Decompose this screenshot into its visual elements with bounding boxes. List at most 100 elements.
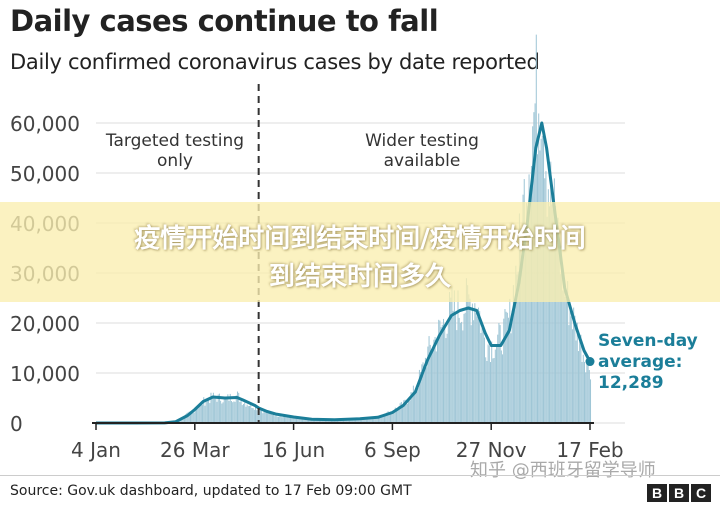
daily-cases-bar (181, 418, 183, 423)
daily-cases-bar (573, 307, 575, 423)
y-tick-label: 10,000 (10, 362, 80, 386)
daily-cases-bar (362, 418, 364, 423)
daily-cases-bar (380, 416, 382, 423)
daily-cases-bar (346, 419, 348, 423)
daily-cases-bar (491, 341, 493, 423)
daily-cases-bar (561, 245, 563, 423)
daily-cases-bar (420, 372, 422, 423)
daily-cases-bar (234, 401, 236, 423)
daily-cases-bar (493, 358, 495, 423)
daily-cases-bar (371, 418, 373, 423)
daily-cases-bar (461, 321, 463, 423)
daily-cases-bar (277, 416, 279, 423)
daily-cases-bar (432, 349, 434, 423)
daily-cases-bar (430, 351, 432, 423)
x-tick-label: 4 Jan (71, 438, 121, 462)
annotation-label: Targeted testing (105, 131, 244, 151)
daily-cases-bar (446, 333, 448, 423)
daily-cases-bar (364, 419, 366, 423)
daily-cases-bar (444, 326, 446, 423)
daily-cases-bar (236, 391, 238, 423)
daily-cases-bar (259, 409, 261, 423)
daily-cases-bar (192, 410, 194, 423)
daily-cases-bar (387, 411, 389, 423)
daily-cases-bar (438, 319, 440, 423)
daily-cases-bar (570, 316, 572, 423)
daily-cases-bar (587, 357, 589, 423)
daily-cases-bar (300, 416, 302, 423)
daily-cases-bar (558, 249, 560, 423)
daily-cases-bar (182, 417, 184, 423)
daily-cases-bar (365, 418, 367, 423)
daily-cases-bar (429, 344, 431, 423)
daily-cases-bar (512, 285, 514, 423)
daily-cases-bar (208, 399, 210, 423)
daily-cases-bar (273, 414, 275, 423)
daily-cases-bar (406, 403, 408, 423)
daily-cases-bar (199, 403, 201, 423)
daily-cases-bar (188, 411, 190, 423)
daily-cases-bar (582, 354, 584, 423)
daily-cases-bar (343, 419, 345, 423)
daily-cases-bar (452, 310, 454, 423)
daily-cases-bar (296, 416, 298, 423)
daily-cases-bar (408, 401, 410, 423)
daily-cases-bar (385, 415, 387, 423)
annotation-label: only (157, 151, 193, 171)
daily-cases-bar (436, 339, 439, 423)
daily-cases-bar (455, 312, 457, 423)
daily-cases-bar (249, 405, 251, 423)
daily-cases-bar (351, 419, 353, 423)
daily-cases-bar (402, 405, 404, 423)
x-tick-label: 26 Mar (160, 438, 230, 462)
daily-cases-bar (293, 416, 295, 423)
daily-cases-bar (458, 317, 460, 423)
x-tick-label: 27 Nov (456, 438, 527, 462)
daily-cases-bar (470, 325, 472, 423)
daily-cases-bar (357, 419, 359, 423)
seven-day-average-endpoint (585, 357, 595, 367)
chart-subtitle: Daily confirmed coronavirus cases by dat… (10, 50, 540, 74)
daily-cases-bar (242, 404, 245, 423)
daily-cases-bar (394, 407, 396, 423)
daily-cases-bar (391, 412, 393, 423)
daily-cases-bar (197, 408, 199, 423)
daily-cases-bar (416, 388, 418, 423)
bbc-logo-letter: B (647, 484, 667, 502)
daily-cases-bar (411, 392, 413, 423)
daily-cases-bar (376, 417, 378, 423)
daily-cases-bar (338, 419, 340, 423)
daily-cases-bar (451, 286, 453, 423)
daily-cases-bar (447, 320, 449, 423)
daily-cases-bar (552, 205, 554, 423)
daily-cases-bar (581, 362, 583, 423)
daily-cases-bar (580, 334, 582, 423)
daily-cases-bar (335, 420, 337, 423)
daily-cases-bar (575, 340, 577, 423)
daily-cases-bar (588, 370, 590, 423)
daily-cases-bar (226, 396, 228, 423)
daily-cases-bar (263, 409, 265, 423)
daily-cases-bar (468, 294, 470, 423)
daily-cases-bar (487, 344, 489, 423)
daily-cases-bar (422, 362, 424, 423)
daily-cases-bar (205, 401, 207, 423)
daily-cases-bar (238, 392, 240, 423)
daily-cases-bar (250, 402, 252, 423)
daily-cases-bar (269, 412, 271, 423)
overlay-banner (0, 202, 720, 302)
daily-cases-bar (359, 418, 361, 423)
daily-cases-bar (289, 416, 292, 423)
seven-day-average-label: average: (598, 352, 682, 372)
daily-cases-bar (514, 309, 516, 423)
daily-cases-bar (247, 406, 249, 423)
daily-cases-bar (453, 290, 455, 423)
daily-cases-bar (489, 362, 492, 423)
daily-cases-bar (200, 401, 202, 423)
daily-cases-bar (356, 418, 358, 423)
daily-cases-bar (435, 351, 437, 423)
daily-cases-bar (316, 419, 318, 423)
daily-cases-bar (361, 417, 363, 423)
daily-cases-bar (522, 194, 524, 423)
daily-cases-bar (557, 217, 559, 423)
